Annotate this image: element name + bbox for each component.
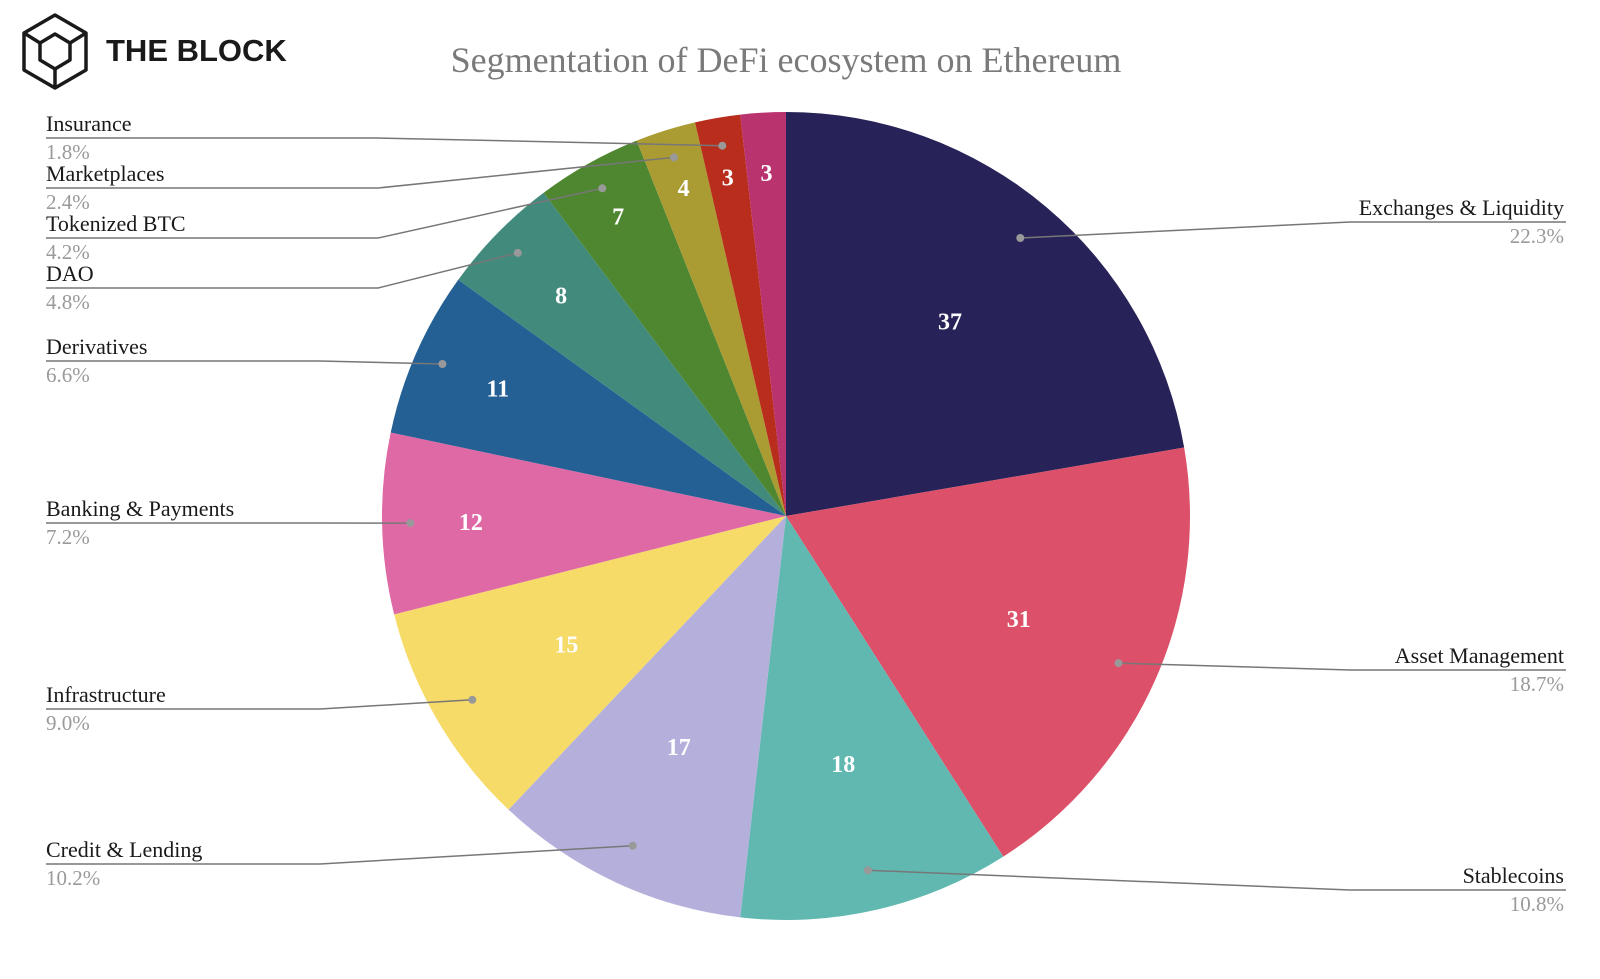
- percent-label-dao: 4.8%: [46, 290, 90, 314]
- pie-slice-insurance: [695, 114, 786, 516]
- pie-slice-unlabeled-11: [740, 112, 786, 516]
- value-label-marketplaces: 4: [678, 176, 690, 202]
- leader-dot-exchanges-and-liquidity: [1016, 234, 1025, 242]
- percent-label-credit-and-lending: 10.2%: [46, 866, 100, 890]
- percent-label-exchanges-and-liquidity: 22.3%: [1510, 224, 1564, 248]
- leader-line-infrastructure: [46, 699, 473, 710]
- pie-slice-dao: [458, 192, 786, 517]
- leader-line-tokenized-btc: [46, 187, 603, 239]
- leader-dot-dao: [513, 248, 522, 257]
- pie-slice-exchanges-and-liquidity: [786, 112, 1185, 516]
- value-label-infrastructure: 15: [554, 633, 578, 659]
- leader-line-exchanges-and-liquidity: [1020, 221, 1566, 239]
- value-label-stablecoins: 18: [831, 752, 855, 778]
- pie-slice-banking-and-payments: [381, 432, 786, 615]
- leader-line-insurance: [46, 137, 723, 147]
- leader-dot-derivatives: [438, 360, 447, 368]
- category-label-insurance: Insurance: [46, 111, 132, 136]
- pie-slice-marketplaces: [636, 122, 786, 517]
- leader-lines: [46, 137, 1566, 891]
- category-label-dao: DAO: [46, 261, 94, 286]
- leader-dot-infrastructure: [468, 695, 477, 704]
- category-label-credit-and-lending: Credit & Lending: [46, 837, 202, 862]
- leader-dot-tokenized-btc: [598, 184, 607, 193]
- category-label-asset-management: Asset Management: [1395, 643, 1564, 668]
- category-label-tokenized-btc: Tokenized BTC: [46, 211, 186, 236]
- leader-line-dao: [46, 252, 518, 289]
- value-label-asset-management: 31: [1007, 607, 1031, 633]
- leader-dot-banking-and-payments: [406, 519, 415, 528]
- value-label-exchanges-and-liquidity: 37: [938, 309, 962, 335]
- leader-line-marketplaces: [46, 156, 675, 189]
- value-label-dao: 8: [555, 283, 567, 309]
- percent-label-derivatives: 6.6%: [46, 363, 90, 387]
- category-label-banking-and-payments: Banking & Payments: [46, 496, 234, 521]
- value-label-tokenized-btc: 7: [612, 205, 624, 231]
- leader-dot-marketplaces: [670, 153, 678, 162]
- brand-name: THE BLOCK: [106, 33, 287, 68]
- category-label-derivatives: Derivatives: [46, 334, 147, 359]
- percent-label-insurance: 1.8%: [46, 140, 90, 164]
- leader-line-derivatives: [46, 360, 443, 365]
- percent-label-banking-and-payments: 7.2%: [46, 525, 90, 549]
- category-label-exchanges-and-liquidity: Exchanges & Liquidity: [1359, 195, 1564, 220]
- percent-label-marketplaces: 2.4%: [46, 190, 90, 214]
- percent-label-tokenized-btc: 4.2%: [46, 240, 90, 264]
- value-labels: 37 31 18 17 15 12 11 8 7 4 3 3: [459, 161, 1031, 778]
- value-label-credit-and-lending: 17: [667, 735, 691, 761]
- leader-dot-asset-management: [1114, 659, 1123, 668]
- leader-line-stablecoins: [867, 869, 1566, 891]
- pie-slice-asset-management: [786, 447, 1190, 857]
- leader-line-credit-and-lending: [46, 844, 633, 865]
- category-label-stablecoins: Stablecoins: [1463, 863, 1564, 888]
- pie-slice-stablecoins: [740, 516, 1004, 921]
- value-label-insurance: 3: [722, 166, 734, 192]
- pie-slice-infrastructure: [394, 516, 786, 810]
- percent-label-asset-management: 18.7%: [1510, 672, 1564, 696]
- pie-slice-tokenized-btc: [543, 140, 786, 516]
- leader-line-asset-management: [1118, 662, 1566, 671]
- percent-label-stablecoins: 10.8%: [1510, 892, 1564, 916]
- pie-slices: [381, 112, 1190, 921]
- value-label-banking-and-payments: 12: [459, 510, 483, 536]
- value-label-derivatives: 11: [486, 377, 509, 403]
- category-label-infrastructure: Infrastructure: [46, 682, 166, 707]
- pie-slice-derivatives: [390, 279, 786, 516]
- value-label-unlabeled-11: 3: [761, 161, 773, 187]
- pie-slice-credit-and-lending: [508, 516, 786, 918]
- cube-logo-icon: [22, 13, 88, 90]
- leader-dot-stablecoins: [863, 866, 872, 875]
- percent-label-infrastructure: 9.0%: [46, 711, 90, 735]
- brand-logo: THE BLOCK: [22, 13, 287, 90]
- leader-dot-insurance: [718, 141, 727, 150]
- category-label-marketplaces: Marketplaces: [46, 161, 165, 186]
- chart-title: Segmentation of DeFi ecosystem on Ethere…: [451, 40, 1122, 80]
- category-labels: Exchanges & Liquidity 22.3% Asset Manageme…: [46, 111, 1564, 916]
- leader-dot-credit-and-lending: [628, 841, 637, 850]
